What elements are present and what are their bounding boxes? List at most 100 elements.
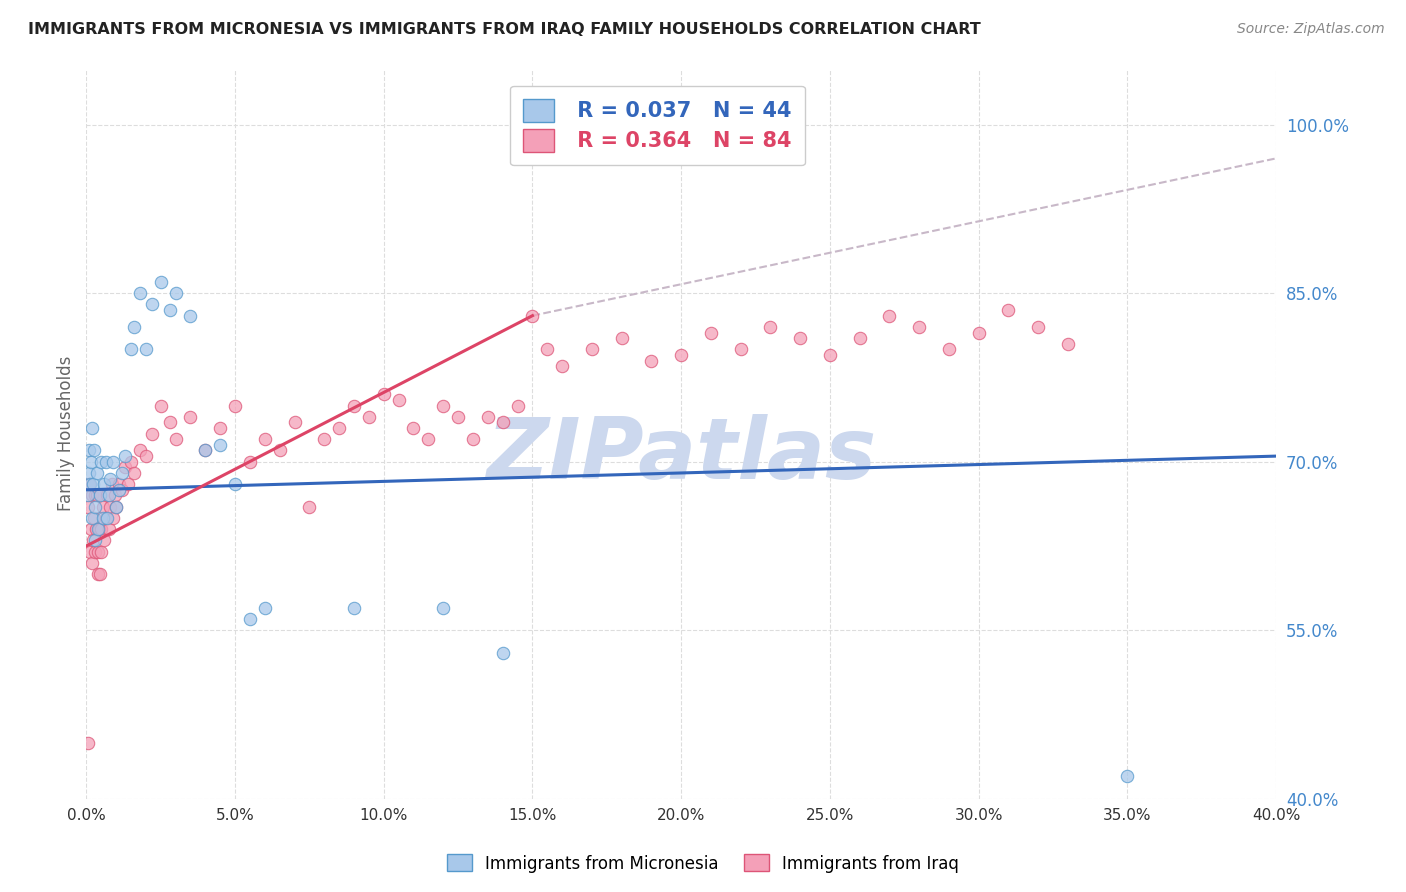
Point (135, 449, 157, 463)
Point (90, 544, 112, 558)
Point (84, 500, 107, 514)
Point (79, 544, 101, 558)
Point (402, 421, 425, 435)
Point (818, 348, 841, 362)
Point (117, 477, 139, 491)
Point (669, 348, 692, 362)
Point (1026, 319, 1049, 334)
Point (343, 399, 366, 413)
Point (83, 488, 105, 502)
Point (536, 343, 558, 357)
Point (82, 556, 104, 570)
Point (159, 303, 181, 318)
Point (77, 443, 100, 458)
Point (551, 359, 574, 374)
Point (789, 331, 811, 345)
Point (79, 477, 101, 491)
Point (253, 432, 276, 446)
Point (149, 275, 172, 289)
Point (82, 511, 104, 525)
Point (135, 343, 157, 357)
Point (80, 421, 103, 435)
Point (283, 416, 305, 430)
Text: ZIPatlas: ZIPatlas (486, 414, 876, 497)
Point (87, 522, 110, 536)
Point (98, 472, 121, 486)
Point (239, 612, 262, 626)
Point (328, 421, 350, 435)
Point (87, 544, 110, 558)
Point (93, 477, 115, 491)
Point (997, 303, 1019, 318)
Point (343, 600, 366, 615)
Point (86, 567, 108, 582)
Point (388, 392, 411, 407)
Point (224, 399, 246, 413)
Point (82, 533, 104, 548)
Point (120, 343, 142, 357)
Point (111, 483, 134, 497)
Point (80, 455, 103, 469)
Point (269, 443, 291, 458)
Point (122, 319, 145, 334)
Point (447, 409, 470, 424)
Point (105, 500, 128, 514)
Point (83, 533, 105, 548)
Point (90, 522, 112, 536)
Point (165, 432, 187, 446)
Point (730, 343, 752, 357)
Point (86, 488, 108, 502)
Point (357, 409, 380, 424)
Point (938, 343, 960, 357)
Point (103, 488, 125, 502)
Legend:  R = 0.037   N = 44,  R = 0.364   N = 84: R = 0.037 N = 44, R = 0.364 N = 84 (510, 86, 806, 165)
Point (179, 309, 201, 323)
Point (610, 331, 633, 345)
Point (253, 600, 276, 615)
Point (77, 477, 100, 491)
Point (84, 544, 107, 558)
Point (83, 511, 105, 525)
Point (209, 438, 232, 452)
Point (101, 511, 124, 525)
Point (89, 488, 111, 502)
Point (239, 455, 262, 469)
Point (84, 522, 107, 536)
Point (91, 500, 114, 514)
Point (224, 477, 246, 491)
Point (96, 488, 118, 502)
Point (640, 353, 662, 368)
Point (179, 409, 201, 424)
Point (432, 399, 454, 413)
Point (506, 399, 529, 413)
Point (77, 500, 100, 514)
Point (94, 455, 117, 469)
Point (122, 466, 145, 480)
Point (373, 387, 395, 401)
Point (967, 326, 990, 340)
Point (700, 326, 723, 340)
Point (76, 735, 98, 749)
Point (461, 432, 484, 446)
Point (114, 460, 136, 475)
Point (159, 416, 181, 430)
Point (100, 477, 122, 491)
Point (80, 488, 103, 502)
Point (141, 297, 163, 311)
Point (477, 409, 499, 424)
Point (1057, 336, 1080, 351)
Point (76, 488, 98, 502)
Point (759, 319, 782, 334)
Point (908, 319, 931, 334)
Point (108, 483, 131, 497)
Point (111, 466, 134, 480)
Point (114, 449, 136, 463)
Point (108, 477, 131, 491)
Point (128, 286, 150, 301)
Point (418, 432, 440, 446)
Point (141, 426, 163, 441)
Point (77, 466, 100, 480)
Point (97, 488, 120, 502)
Point (522, 309, 544, 323)
Point (848, 331, 870, 345)
